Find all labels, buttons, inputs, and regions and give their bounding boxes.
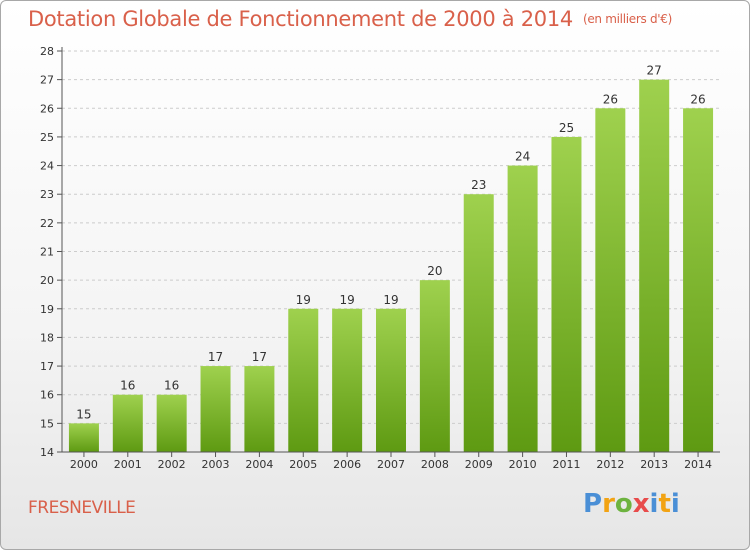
x-tick-label: 2008 [421, 458, 449, 471]
x-tick-label: 2005 [289, 458, 317, 471]
data-label: 17 [252, 350, 267, 364]
data-label: 26 [690, 92, 705, 106]
x-tick-label: 2012 [596, 458, 624, 471]
chart-title-text: Dotation Globale de Fonctionnement de 20… [28, 7, 573, 31]
bar [595, 108, 626, 453]
bar [551, 136, 582, 452]
y-tick-label: 27 [40, 74, 54, 87]
data-label: 19 [296, 293, 311, 307]
bar [156, 394, 187, 452]
data-label: 19 [383, 293, 398, 307]
logo-letter: x [632, 489, 650, 519]
y-tick-label: 26 [40, 102, 54, 115]
data-label: 26 [603, 92, 618, 106]
bar [683, 108, 714, 453]
data-label: 16 [120, 379, 135, 393]
y-tick-label: 20 [40, 274, 54, 287]
y-tick-label: 17 [40, 360, 54, 373]
y-tick-label: 14 [40, 446, 54, 459]
data-label: 23 [471, 178, 486, 192]
data-label: 27 [647, 64, 662, 78]
x-tick-label: 2007 [377, 458, 405, 471]
x-tick-label: 2009 [465, 458, 493, 471]
y-tick-label: 21 [40, 246, 54, 259]
commune-name: FRESNEVILLE [28, 498, 136, 518]
logo-letter: o [614, 489, 633, 519]
bar [332, 308, 363, 452]
y-tick-label: 19 [40, 303, 54, 316]
x-tick-label: 2010 [509, 458, 537, 471]
bar [200, 366, 231, 452]
data-label: 16 [164, 379, 179, 393]
proxiti-logo: Proxiti [583, 489, 680, 519]
data-label: 15 [76, 407, 91, 421]
x-tick-label: 2003 [202, 458, 230, 471]
logo-letter: i [670, 489, 680, 519]
chart-subtitle: (en milliers d'€) [582, 12, 672, 26]
x-tick-label: 2004 [245, 458, 273, 471]
x-tick-label: 2000 [70, 458, 98, 471]
bar [112, 394, 143, 452]
x-tick-label: 2001 [114, 458, 142, 471]
x-tick-label: 2002 [158, 458, 186, 471]
bar [376, 308, 406, 452]
y-tick-label: 18 [40, 331, 54, 344]
data-label: 19 [339, 293, 354, 307]
data-label: 24 [515, 150, 530, 164]
logo-letter: i [649, 489, 659, 519]
bar [419, 280, 450, 452]
y-tick-label: 24 [40, 160, 54, 173]
bar [244, 366, 275, 452]
logo-letter: t [658, 489, 671, 519]
y-tick-label: 23 [40, 188, 54, 201]
y-tick-label: 22 [40, 217, 54, 230]
y-tick-label: 28 [40, 45, 54, 58]
chart-title: Dotation Globale de Fonctionnement de 20… [28, 7, 672, 31]
bar [463, 194, 494, 452]
data-label: 25 [559, 121, 574, 135]
logo-letter: P [583, 489, 603, 519]
y-tick-label: 15 [40, 417, 54, 430]
y-tick-label: 25 [40, 131, 54, 144]
x-tick-label: 2006 [333, 458, 361, 471]
bar [288, 308, 319, 452]
data-label: 17 [208, 350, 223, 364]
x-tick-label: 2014 [684, 458, 712, 471]
bar [507, 165, 538, 453]
x-tick-label: 2011 [552, 458, 580, 471]
y-tick-label: 16 [40, 389, 54, 402]
bar [639, 79, 670, 453]
data-label: 20 [427, 264, 442, 278]
logo-letter: r [602, 489, 615, 519]
bar [68, 423, 99, 452]
x-tick-label: 2013 [640, 458, 668, 471]
